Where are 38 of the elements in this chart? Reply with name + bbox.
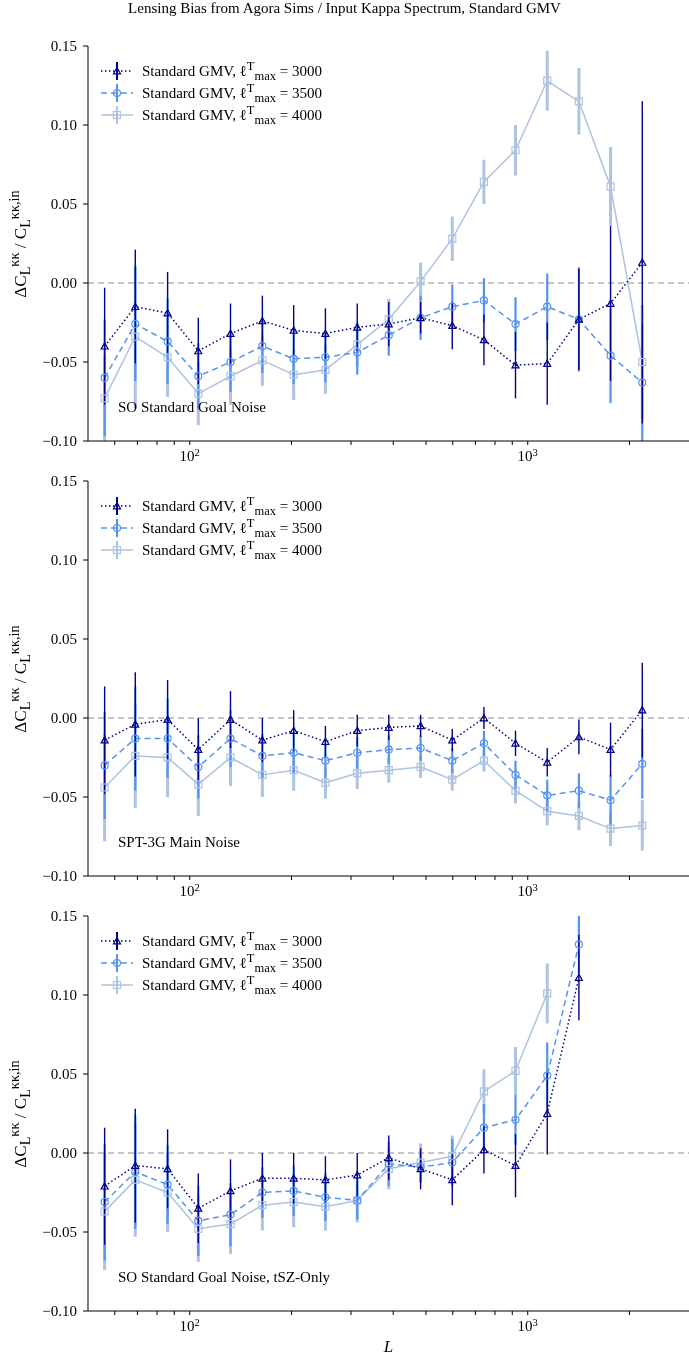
legend-label: Standard GMV, ℓ$^{T}$$_{max}$ = 3500: [142, 80, 322, 105]
y-tick-label: −0.05: [42, 354, 77, 370]
x-tick-label: 10$^{3}$: [517, 1316, 538, 1334]
y-tick-label: 0.05: [50, 196, 77, 212]
legend-label: Standard GMV, ℓ$^{T}$$_{max}$ = 4000: [142, 537, 322, 562]
y-tick-label: 0.15: [50, 473, 77, 489]
y-tick-label: 0.05: [50, 631, 77, 647]
legend-label: Standard GMV, ℓ$^{T}$$_{max}$ = 3500: [142, 515, 322, 540]
y-tick-label: 0.00: [50, 710, 77, 726]
y-tick-label: −0.10: [42, 868, 77, 884]
legend-label: Standard GMV, ℓ$^{T}$$_{max}$ = 3500: [142, 950, 322, 975]
y-tick-label: −0.05: [42, 789, 77, 805]
y-tick-label: 0.05: [50, 1066, 77, 1082]
y-tick-label: −0.10: [42, 433, 77, 449]
legend-label: Standard GMV, ℓ$^{T}$$_{max}$ = 4000: [142, 102, 322, 127]
x-tick-label: 10$^{3}$: [517, 446, 538, 464]
legend-label: Standard GMV, ℓ$^{T}$$_{max}$ = 3000: [142, 928, 322, 953]
y-tick-label: 0.15: [50, 908, 77, 924]
legend-label: Standard GMV, ℓ$^{T}$$_{max}$ = 3000: [142, 58, 322, 83]
y-tick-label: 0.10: [50, 987, 77, 1003]
annotation: SPT-3G Main Noise: [118, 834, 240, 851]
chart-title: Lensing Bias from Agora Sims / Input Kappa Spectrum, Standard GMV: [127, 0, 562, 18]
y-tick-label: 0.00: [50, 1145, 77, 1161]
legend-label: Standard GMV, ℓ$^{T}$$_{max}$ = 4000: [142, 972, 322, 997]
y-tick-label: −0.10: [42, 1303, 77, 1319]
y-tick-label: 0.15: [50, 38, 77, 54]
legend-label: Standard GMV, ℓ$^{T}$$_{max}$ = 3000: [142, 493, 322, 518]
y-tick-label: −0.05: [42, 1224, 77, 1240]
y-tick-label: 0.00: [50, 275, 77, 291]
x-axis-title: L: [382, 1337, 395, 1357]
annotation: SO Standard Goal Noise: [118, 399, 266, 416]
y-tick-label: 0.10: [50, 117, 77, 133]
x-tick-label: 10$^{2}$: [179, 446, 200, 464]
x-tick-label: 10$^{2}$: [179, 881, 200, 899]
annotation: SO Standard Goal Noise, tSZ-Only: [118, 1269, 331, 1286]
y-tick-label: 0.10: [50, 552, 77, 568]
x-tick-label: 10$^{2}$: [179, 1316, 200, 1334]
x-tick-label: 10$^{3}$: [517, 881, 538, 899]
